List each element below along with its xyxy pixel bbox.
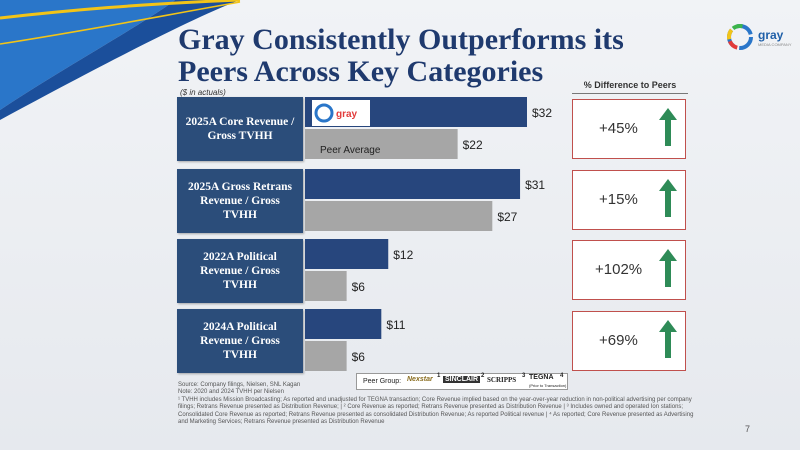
footnote-details: ¹ TVHH includes Mission Broadcasting; As… [178,396,694,426]
footnotes: Source: Company filings, Nielsen, SNL Ka… [178,382,698,426]
data-label-gray-1: $32 [532,106,552,120]
footnote-source: Source: Company filings, Nielsen, SNL Ka… [178,382,301,388]
pct-diff-box-2: +15% [572,170,686,230]
gray-logo-icon [314,103,334,123]
series-name-peer: Peer Average [320,145,381,156]
sup-2: 2 [481,373,485,379]
series-name-gray: gray [336,109,358,120]
pct-diff-box-4: +69% [572,311,686,371]
logo-wordmark: gray [758,28,784,42]
pct-diff-value: +69% [599,332,638,349]
sup-4: 4 [560,373,564,379]
footnote-note: Note: 2020 and 2024 TVHH per Nielsen [178,389,284,396]
page-number: 7 [745,424,751,434]
up-arrow-icon [659,320,677,358]
data-label-gray-3: $12 [393,248,413,262]
tegna-note: (Prior to Transaction) [529,383,567,388]
peer-group-legend: Peer Group: Nexstar 1 SINCLAIR 2 SCRIPPS… [356,373,568,390]
bar-gray-2 [305,169,521,199]
bar-gray-4 [305,309,382,339]
category-label-2: 2025A Gross Retrans Revenue / Gross TVHH [177,169,303,233]
units-note: ($ in actuals) [180,88,226,97]
tegna-logo: TEGNA [529,374,554,381]
pct-header-rule [572,93,688,94]
page-title: Gray Consistently Outperforms its Peers … [178,23,624,88]
sup-1: 1 [437,373,441,379]
pct-diff-value: +45% [599,120,638,137]
data-label-peer-2: $27 [497,210,517,224]
up-arrow-icon [659,108,677,146]
category-label-4: 2024A Political Revenue / Gross TVHH [177,309,303,373]
gray-logo [727,24,753,50]
nexstar-logo: Nexstar [407,376,433,383]
data-label-peer-4: $6 [352,350,366,364]
bar-peer-4 [305,341,347,371]
bar-peer-2 [305,201,493,231]
up-arrow-icon [659,179,677,217]
sinclair-logo: SINCLAIR [443,376,481,383]
logo-tagline: MEDIA COMPANY [758,42,792,47]
bar-peer-3 [305,271,347,301]
bar-gray-3 [305,239,389,269]
category-label-1: 2025A Core Revenue / Gross TVHH [177,97,303,161]
data-label-peer-1: $22 [463,138,483,152]
pct-diff-value: +102% [595,261,643,278]
pct-diff-header: % Difference to Peers [583,80,677,90]
pct-diff-box-1: +45% [572,99,686,159]
sup-3: 3 [522,373,526,379]
category-label-3: 2022A Political Revenue / Gross TVHH [177,239,303,303]
bar-peer-1 [305,129,458,159]
peer-group-label: Peer Group: [363,378,402,385]
data-label-peer-3: $6 [352,280,366,294]
scripps-logo: SCRIPPS [487,376,517,384]
up-arrow-icon [659,249,677,287]
data-label-gray-2: $31 [525,178,545,192]
pct-diff-box-3: +102% [572,240,686,300]
data-label-gray-4: $11 [386,318,405,332]
pct-diff-value: +15% [599,191,638,208]
